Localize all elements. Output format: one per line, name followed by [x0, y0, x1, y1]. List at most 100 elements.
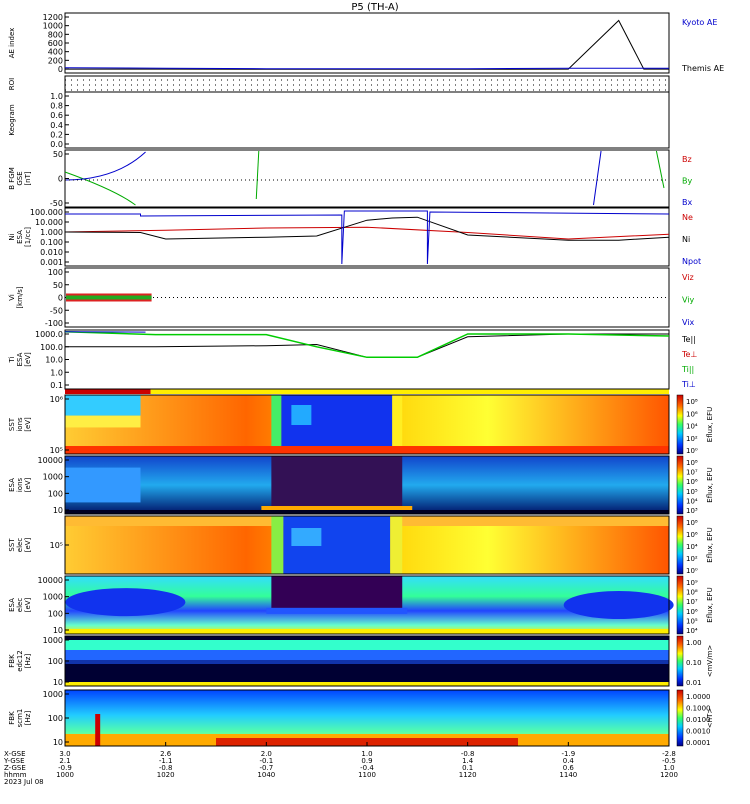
cbar-tick-sst_e-0: 10⁸: [686, 519, 698, 527]
ylabel-kp-0: Keogram: [8, 104, 16, 135]
ylabel-fbk_e-0: FBK: [8, 654, 16, 668]
series-by: [65, 172, 135, 205]
legend-ae-1: Themis AE: [681, 64, 724, 73]
legend-ni-0: Ne: [682, 213, 693, 222]
ylabel-ni-0: Ni: [8, 233, 16, 240]
ytick-fbk_b-2: 10: [53, 738, 63, 747]
cbar-label-sst_e: Eflux, EFU: [706, 527, 714, 562]
ytick-kp-5: 0.0: [50, 140, 63, 149]
panel-frame-kp: [65, 92, 669, 148]
ylabel-ti-0: Ti: [8, 356, 16, 363]
ytick-vi-3: -50: [50, 306, 63, 315]
ytick-ae-5: 200: [48, 56, 63, 65]
series-ne: [65, 227, 669, 239]
ytick-bfgm-0: 50: [53, 150, 63, 159]
ytick-ae-6: 0: [58, 65, 63, 74]
series-bx-jump: [594, 151, 602, 205]
esa-elec-gap: [271, 576, 402, 608]
ytick-kp-3: 0.4: [50, 121, 63, 130]
cbar-tick-sst_e-3: 10²: [686, 555, 698, 563]
ytick-ni-3: 0.100: [40, 238, 63, 247]
cbar-tick-esa_e-3: 10⁶: [686, 608, 698, 616]
series-by-jump-2: [656, 151, 664, 188]
cbar-label-esa_i: Eflux, EFU: [706, 467, 714, 502]
cbar-tick-sst_i-0: 10⁸: [686, 398, 698, 406]
ytick-ni-5: 0.001: [40, 258, 63, 267]
esa-ions-early-band: [65, 468, 141, 503]
cbar-tick-sst_i-4: 10⁰: [686, 447, 698, 455]
cbar-tick-esa_e-1: 10⁸: [686, 589, 698, 597]
xtick-5-3: 1140: [559, 771, 577, 779]
ytick-esa_e-0: 10000: [38, 576, 63, 585]
cbar-tick-sst_e-1: 10⁶: [686, 531, 698, 539]
ytick-vi-0: 100: [48, 268, 63, 277]
cbar-tick-esa_i-1: 10⁷: [686, 469, 698, 477]
ytick-esa_e-1: 1000: [43, 593, 63, 602]
cbar-tick-sst_e-2: 10⁴: [686, 543, 698, 551]
fbk-b-spike: [95, 714, 100, 746]
xtick-2-3: 1040: [257, 771, 275, 779]
colorbar-esa_i: [677, 456, 683, 514]
ytick-ni-2: 1.000: [40, 228, 63, 237]
legend-bfgm-0: Bz: [682, 155, 692, 164]
ytick-ae-0: 1200: [43, 13, 63, 22]
esa-elec-blob-right: [564, 591, 674, 619]
legend-ti-1: Te⊥: [681, 350, 697, 359]
ylabel-fbk_b-2: [Hz]: [24, 711, 32, 726]
ytick-fbk_e-2: 10: [53, 678, 63, 687]
figure-title: P5 (TH-A): [351, 2, 398, 13]
ytick-bfgm-1: 0: [58, 175, 63, 184]
cbar-tick-sst_e-4: 10⁰: [686, 567, 698, 575]
ytick-ti-0: 1000.0: [35, 330, 63, 339]
colorbar-esa_e: [677, 576, 683, 634]
cbar-tick-fbk_e-1: 0.10: [686, 659, 702, 667]
esa-elec-gap-edge: [266, 608, 407, 614]
ylabel-roi-0: ROI: [8, 78, 16, 90]
legend-bfgm-2: Bx: [682, 198, 692, 207]
ytick-vi-1: 50: [53, 281, 63, 290]
xtick-4-3: 1120: [459, 771, 477, 779]
ytick-ti-4: 0.1: [50, 381, 63, 390]
colorbar-fbk_b: [677, 690, 683, 746]
xtick-1-3: 1020: [157, 771, 175, 779]
series-themis-ae: [65, 21, 669, 70]
fbk-e-band-2: [65, 650, 669, 660]
ytick-ae-1: 1000: [43, 22, 63, 31]
ylabel-fbk_b-1: scm1: [16, 709, 24, 728]
cbar-tick-esa_e-5: 10⁴: [686, 627, 698, 635]
ylabel-ti-1: ESA: [16, 352, 24, 366]
esa-elec-floor: [65, 629, 669, 634]
ylabel-esa_i-2: [eV]: [24, 477, 32, 492]
ylabel-esa_e-0: ESA: [8, 598, 16, 612]
ytick-esa_i-1: 1000: [43, 473, 63, 482]
ylabel-bfgm-0: B FGM: [8, 167, 16, 190]
esa-elec-blob-left: [65, 588, 185, 616]
ytick-esa_e-2: 100: [48, 609, 63, 618]
ylabel-sst_e-2: [eV]: [24, 537, 32, 552]
series-npot: [65, 211, 669, 264]
cbar-tick-esa_e-0: 10⁹: [686, 579, 698, 587]
ytick-fbk_e-1: 100: [48, 657, 63, 666]
legend-ti-0: Te||: [681, 335, 696, 344]
legend-bfgm-1: By: [682, 177, 692, 186]
mode-bar-slow: [65, 389, 151, 394]
ylabel-sst_i-1: ions: [16, 417, 24, 432]
cbar-tick-sst_i-1: 10⁶: [686, 410, 698, 418]
ytick-kp-1: 0.8: [50, 102, 63, 111]
ytick-ae-2: 800: [48, 30, 63, 39]
cbar-tick-fbk_b-4: 0.0001: [686, 739, 711, 747]
ylabel-ni-1: ESA: [16, 230, 24, 244]
ytick-fbk_b-0: 1000: [43, 690, 63, 699]
legend-ae-0: Kyoto AE: [682, 18, 717, 27]
sst-ions-edge-left: [271, 395, 281, 454]
ytick-ti-2: 10.0: [45, 356, 63, 365]
ytick-sst_i-0: 10⁶: [50, 395, 63, 404]
legend-vi-0: Viz: [682, 273, 694, 282]
legend-ti-2: Ti||: [681, 365, 694, 374]
colorbar-fbk_e: [677, 636, 683, 686]
cbar-tick-esa_i-3: 10⁵: [686, 488, 698, 496]
ytick-ni-0: 100.000: [30, 208, 63, 217]
legend-vi-1: Viy: [682, 296, 695, 305]
sst-elec-gap-detail: [291, 528, 321, 546]
